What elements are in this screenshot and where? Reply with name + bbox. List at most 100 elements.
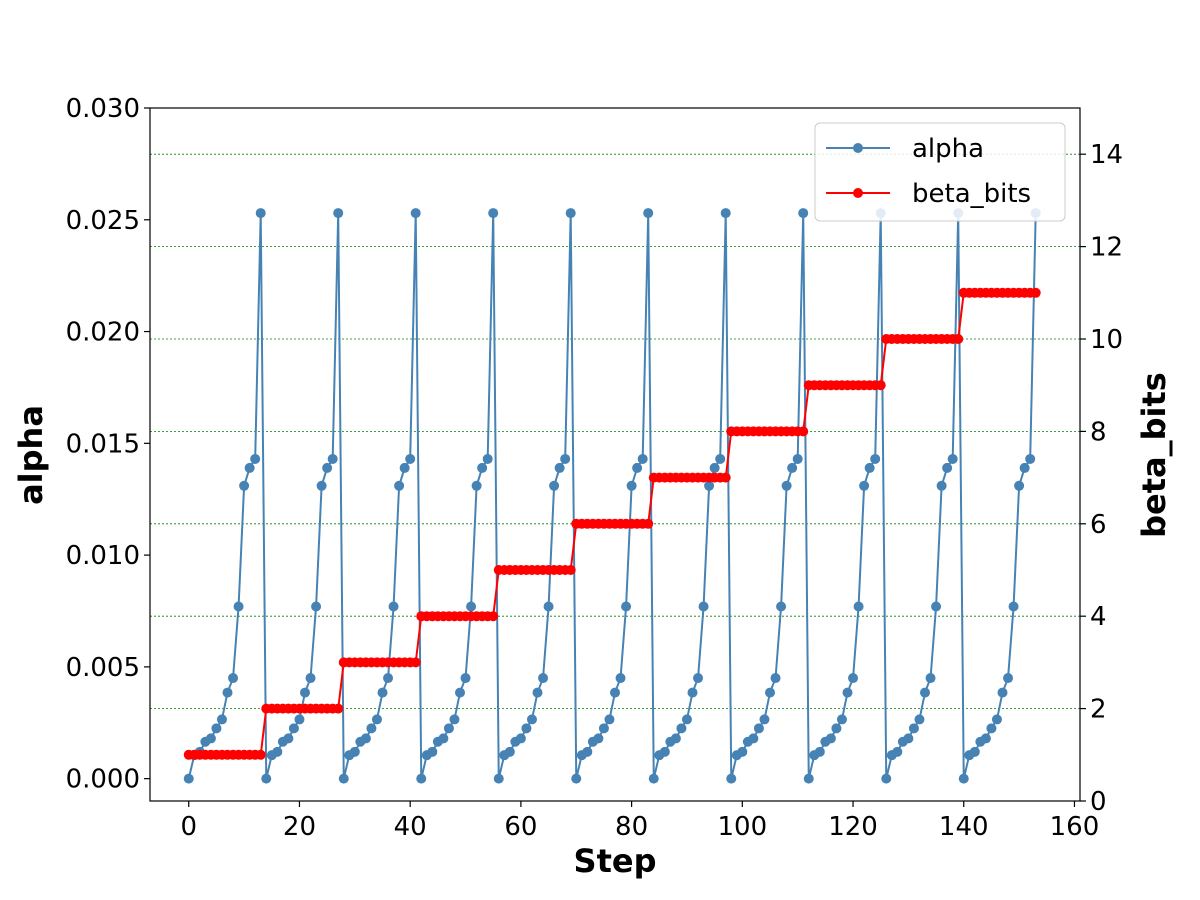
alpha-point <box>765 687 775 698</box>
alpha-point <box>753 723 764 734</box>
alpha-point <box>532 687 543 698</box>
alpha-point <box>482 453 493 464</box>
alpha-point <box>709 462 720 473</box>
alpha-point <box>521 723 532 734</box>
alpha-point <box>776 601 787 612</box>
alpha-point <box>908 723 919 734</box>
alpha-point <box>283 733 294 744</box>
alpha-point <box>438 733 449 744</box>
alpha-point <box>610 687 620 698</box>
alpha-point <box>427 746 438 757</box>
alpha-point <box>997 687 1008 698</box>
right-y-axis: 0 2 4 6 8 10 12 14 <box>1080 140 1123 817</box>
alpha-point <box>698 601 709 612</box>
alpha-point <box>726 773 737 784</box>
alpha-point <box>615 673 626 684</box>
legend: alpha beta_bits <box>814 122 1066 222</box>
alpha-point <box>327 453 338 464</box>
x-tick-label: 160 <box>1050 812 1100 842</box>
alpha-point <box>892 746 903 757</box>
alpha-point <box>239 480 250 491</box>
beta-bits-point <box>333 703 344 714</box>
beta-bits-point <box>488 611 499 622</box>
alpha-point <box>250 453 261 464</box>
alpha-point <box>272 746 283 757</box>
alpha-point <box>571 773 582 784</box>
beta-bits-point <box>720 472 731 483</box>
alpha-point <box>316 480 327 491</box>
alpha-point <box>222 687 233 698</box>
legend-item-beta-bits: beta_bits <box>826 179 1031 209</box>
x-tick-label: 120 <box>828 812 878 842</box>
alpha-point <box>958 773 969 784</box>
alpha-point <box>410 208 421 219</box>
legend-item-alpha: alpha <box>826 134 984 164</box>
grid-lines <box>150 153 1080 709</box>
alpha-point <box>322 462 333 473</box>
alpha-point <box>621 601 632 612</box>
alpha-point <box>405 453 416 464</box>
x-tick-label: 100 <box>718 812 768 842</box>
alpha-point <box>305 673 316 684</box>
alpha-point <box>228 673 239 684</box>
alpha-point <box>681 714 692 725</box>
x-tick-label: 80 <box>615 812 648 842</box>
beta-bits-point <box>1030 287 1041 298</box>
alpha-point <box>715 453 726 464</box>
right-tick-label: 0 <box>1090 787 1107 817</box>
alpha-point <box>183 773 194 784</box>
beta-bits-point <box>565 565 576 575</box>
alpha-point <box>416 773 427 784</box>
alpha-point <box>626 480 637 491</box>
alpha-point <box>920 687 930 698</box>
alpha-point <box>399 462 410 473</box>
alpha-point <box>460 673 471 684</box>
alpha-point <box>338 773 349 784</box>
alpha-point <box>383 673 394 684</box>
alpha-point <box>643 208 654 219</box>
right-tick-label: 8 <box>1090 417 1107 447</box>
alpha-point <box>211 723 222 734</box>
alpha-point <box>394 480 405 491</box>
alpha-point <box>925 673 936 684</box>
alpha-point <box>759 714 770 725</box>
alpha-point <box>443 723 454 734</box>
right-axis-title: beta_bits <box>1135 372 1173 538</box>
alpha-point <box>300 687 310 698</box>
left-tick-label: 0.010 <box>66 541 140 571</box>
alpha-point <box>720 208 731 219</box>
alpha-point <box>582 746 593 757</box>
left-axis-title: alpha <box>12 405 50 505</box>
beta-bits-point <box>643 518 654 529</box>
x-axis: 0 20 40 60 80 100 120 140 160 <box>180 801 1099 842</box>
alpha-point <box>560 453 571 464</box>
alpha-point <box>787 462 798 473</box>
alpha-point <box>864 462 875 473</box>
alpha-point <box>670 733 681 744</box>
alpha-point <box>737 746 748 757</box>
alpha-point <box>903 733 914 744</box>
beta-bits-point <box>953 334 964 344</box>
alpha-point <box>870 453 881 464</box>
left-y-axis: 0.000 0.005 0.010 0.015 0.020 0.025 0.030 <box>66 94 150 795</box>
alpha-point <box>842 687 853 698</box>
alpha-point <box>255 208 266 219</box>
left-tick-label: 0.015 <box>66 429 140 459</box>
alpha-point <box>980 733 991 744</box>
alpha-point <box>1014 480 1025 491</box>
alpha-point <box>836 714 847 725</box>
alpha-point <box>1025 453 1036 464</box>
alpha-point <box>388 601 399 612</box>
alpha-point <box>792 453 803 464</box>
alpha-point <box>637 453 648 464</box>
alpha-point <box>466 601 477 612</box>
left-tick-label: 0.030 <box>66 94 140 124</box>
alpha-point <box>543 601 554 612</box>
alpha-point <box>294 714 305 725</box>
alpha-series <box>183 208 1041 784</box>
alpha-point <box>942 462 953 473</box>
alpha-point <box>377 687 388 698</box>
alpha-point <box>947 453 958 464</box>
alpha-point <box>333 208 344 219</box>
